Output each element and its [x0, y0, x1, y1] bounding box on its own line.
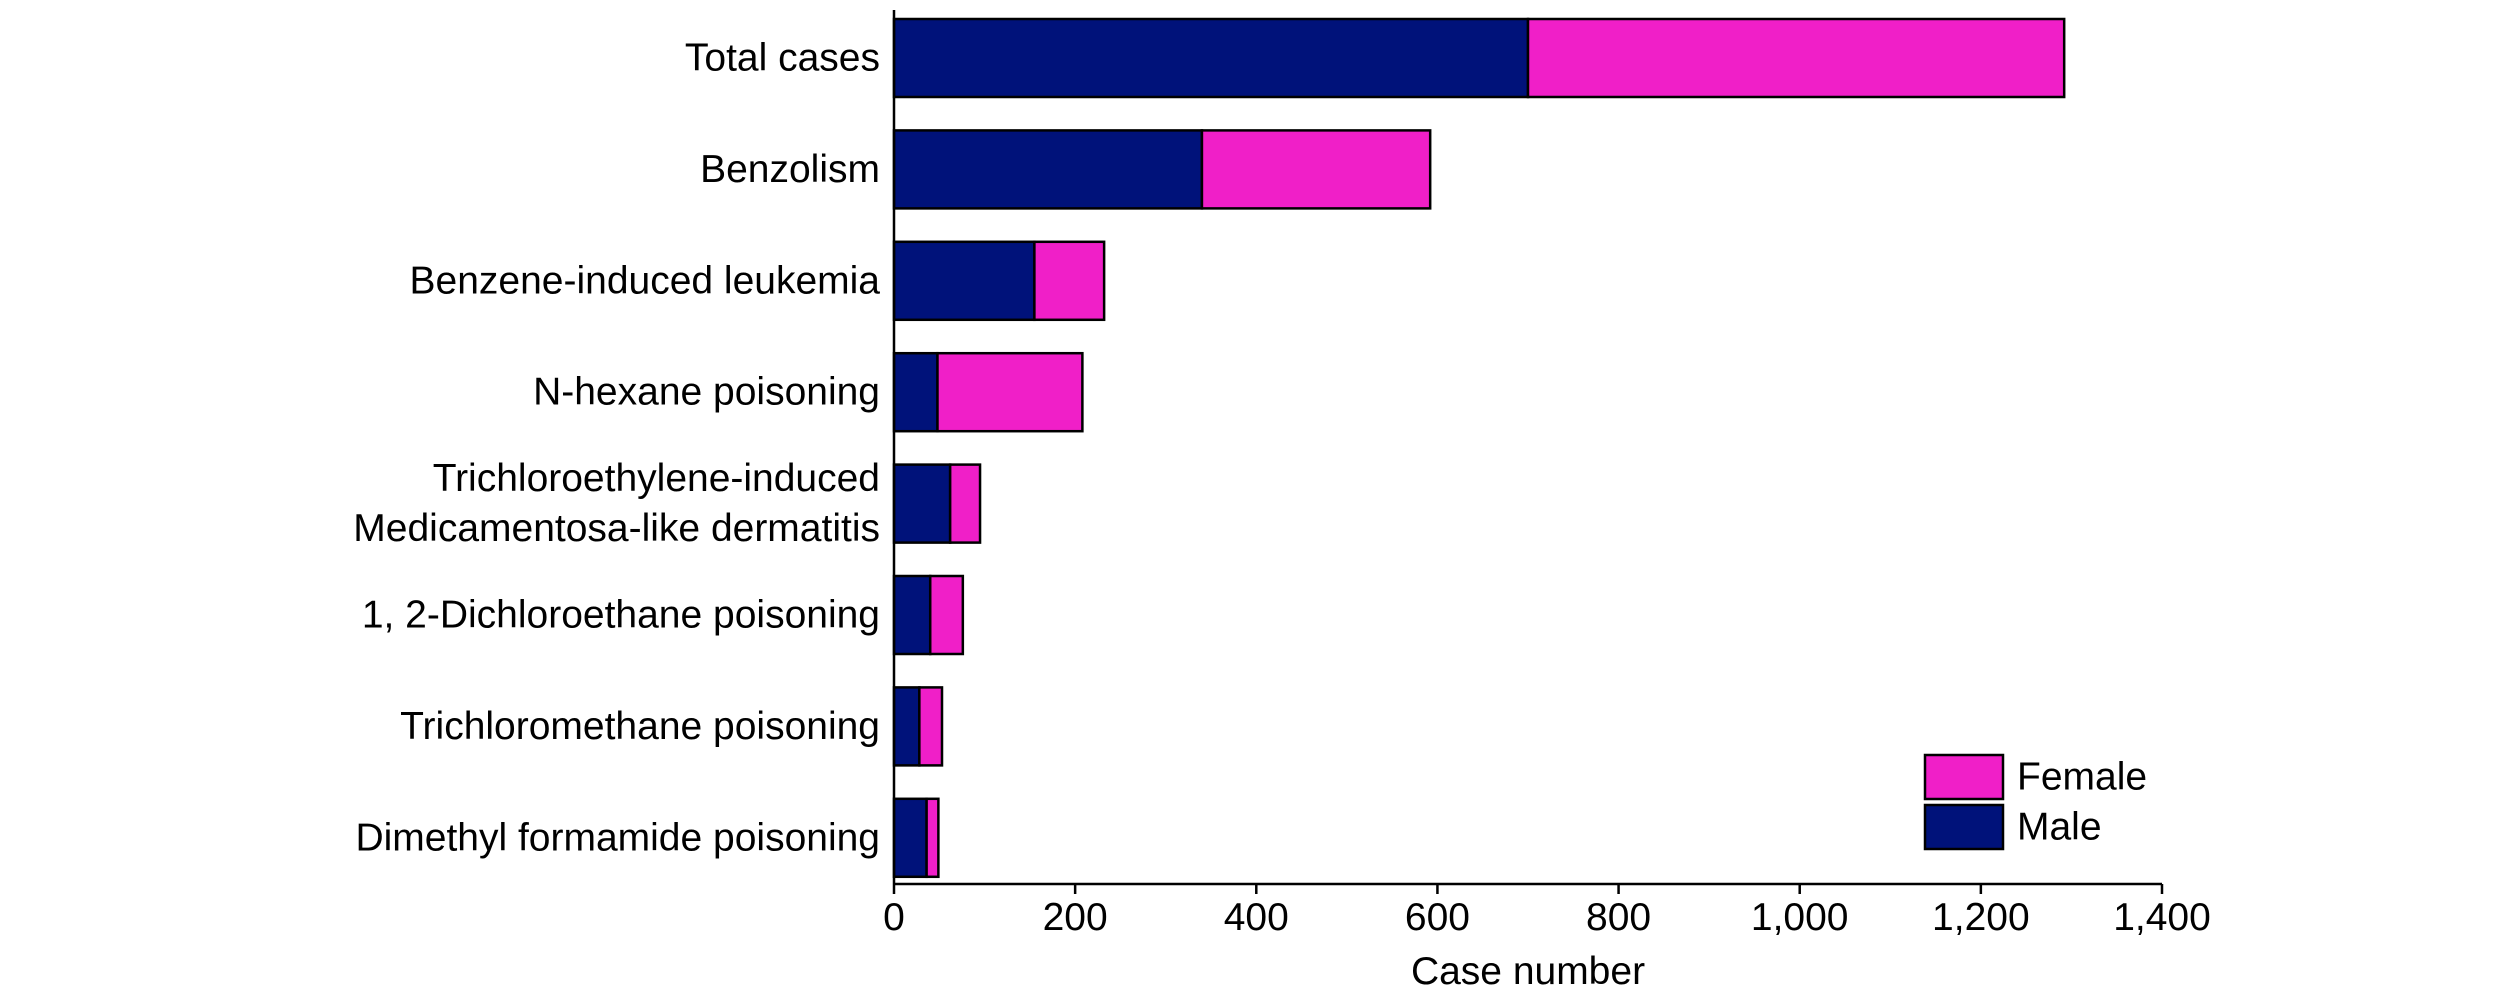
bar-female-5	[928, 574, 965, 656]
category-label-4-line-1: Medicamentosa-like dermatitis	[353, 507, 880, 550]
category-label-3: N-hexane poisoning	[533, 371, 880, 414]
bar-male-3	[892, 351, 939, 433]
bar-female-0	[1526, 17, 2066, 99]
category-label-6: Trichloromethane poisoning	[400, 705, 880, 748]
bar-male-1	[892, 129, 1204, 210]
x-tick-label-2: 400	[1224, 896, 1289, 939]
x-axis-title: Case number	[1411, 950, 1645, 993]
legend: Female Male	[1923, 753, 2147, 851]
bar-female-1	[1200, 129, 1432, 210]
bar-male-4	[892, 463, 952, 544]
bar-male-5	[892, 574, 932, 656]
bar-female-2	[1033, 240, 1106, 322]
bar-male-0	[892, 17, 1530, 99]
bar-female-3	[936, 351, 1084, 433]
x-tick-label-3: 600	[1405, 896, 1470, 939]
legend-label-male: Male	[2017, 806, 2102, 849]
x-tick-label-7: 1,400	[2113, 896, 2211, 939]
x-axis-ticks: 0 200 400 600 800 1,000 1,200 1,400	[883, 884, 2211, 939]
bar-male-6	[892, 686, 921, 767]
bar-male-2	[892, 240, 1036, 322]
category-label-0: Total cases	[685, 37, 880, 80]
bar-female-7	[925, 797, 940, 879]
category-label-2: Benzene-induced leukemia	[410, 259, 881, 302]
category-label-1: Benzolism	[700, 148, 880, 191]
x-tick-label-6: 1,200	[1932, 896, 2030, 939]
legend-label-female: Female	[2017, 756, 2147, 799]
bar-female-6	[918, 686, 944, 767]
category-label-4-line-0: Trichloroethylene-induced	[433, 457, 880, 500]
legend-swatch-female	[1923, 753, 2005, 801]
bar-female-4	[948, 463, 982, 544]
x-tick-label-4: 800	[1586, 896, 1651, 939]
category-label-7: Dimethyl formamide poisoning	[355, 816, 880, 859]
legend-swatch-male	[1923, 803, 2005, 851]
bars-group	[892, 17, 2066, 879]
category-labels: Total cases Benzolism Benzene-induced leuk…	[353, 37, 880, 860]
category-label-5: 1, 2-Dichloroethane poisoning	[362, 594, 880, 637]
x-tick-label-1: 200	[1043, 896, 1108, 939]
bar-male-7	[892, 797, 928, 879]
x-tick-label-0: 0	[883, 896, 905, 939]
x-tick-label-5: 1,000	[1751, 896, 1849, 939]
